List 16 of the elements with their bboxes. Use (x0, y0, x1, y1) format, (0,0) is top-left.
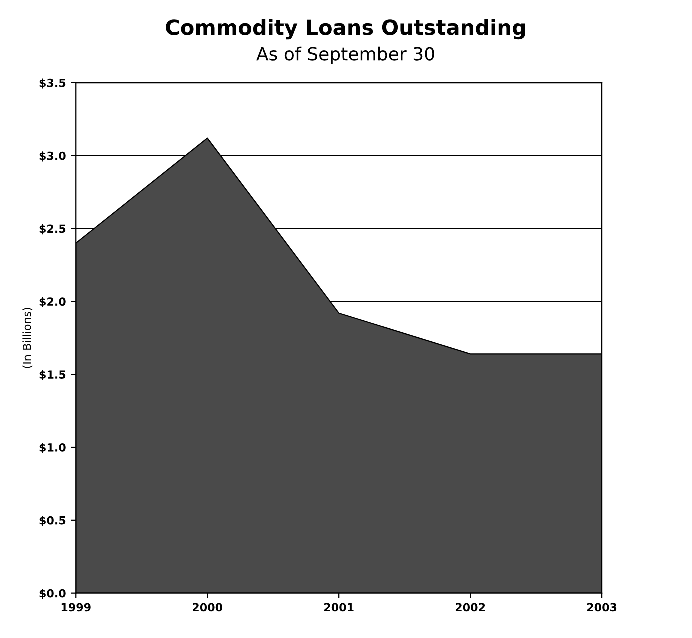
x-tick-label: 2000 (193, 603, 223, 612)
x-tick-label: 1999 (62, 603, 91, 612)
y-tick-label: $1.0 (40, 443, 66, 454)
chart-title: Commodity Loans Outstanding (166, 19, 526, 40)
y-tick-label: $0.0 (40, 589, 66, 600)
x-tick-label: 2001 (324, 603, 354, 612)
x-tick-label: 2003 (587, 603, 617, 612)
y-tick-label: $2.5 (40, 224, 66, 235)
y-tick-label: $3.5 (40, 78, 66, 89)
x-tick-label: 2002 (456, 603, 486, 612)
y-tick-label: $2.0 (40, 297, 66, 308)
y-axis-title: (In Billions) (22, 308, 33, 368)
y-tick-label: $0.5 (40, 516, 66, 526)
chart-subtitle: As of September 30 (256, 46, 434, 64)
y-tick-label: $3.0 (40, 152, 66, 162)
y-tick-label: $1.5 (40, 370, 66, 380)
